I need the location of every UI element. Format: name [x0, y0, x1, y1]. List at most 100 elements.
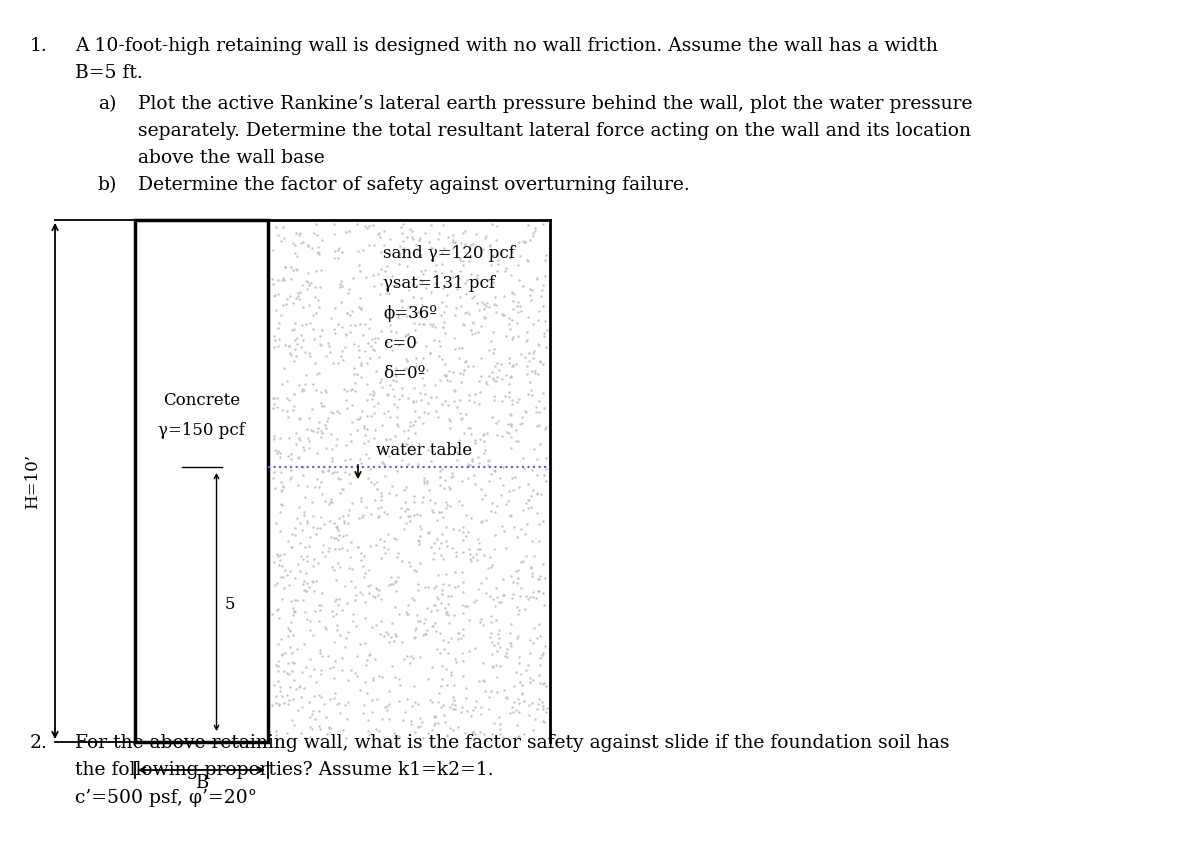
- Point: [359, 337, 378, 351]
- Point: [446, 698, 466, 711]
- Point: [341, 434, 360, 448]
- Point: [502, 332, 521, 345]
- Point: [394, 218, 413, 231]
- Point: [520, 698, 539, 711]
- Point: [457, 681, 476, 695]
- Point: [404, 630, 424, 644]
- Point: [359, 578, 378, 592]
- Point: [330, 706, 349, 720]
- Point: [356, 447, 376, 461]
- Point: [354, 706, 373, 720]
- Point: [527, 631, 546, 644]
- Point: [481, 630, 500, 644]
- Point: [378, 506, 397, 520]
- Point: [283, 403, 302, 417]
- Point: [445, 703, 464, 716]
- Point: [514, 554, 533, 567]
- Point: [349, 244, 368, 258]
- Point: [504, 294, 523, 308]
- Point: [359, 564, 378, 578]
- Point: [317, 622, 336, 636]
- Point: [398, 502, 418, 516]
- Point: [472, 700, 491, 714]
- Point: [374, 629, 394, 643]
- Point: [323, 356, 342, 369]
- Point: [278, 698, 298, 711]
- Point: [330, 280, 349, 294]
- Point: [510, 392, 529, 405]
- Point: [517, 334, 536, 348]
- Point: [372, 278, 391, 291]
- Point: [426, 710, 445, 723]
- Point: [425, 598, 444, 612]
- Point: [520, 672, 539, 686]
- Point: [338, 224, 358, 237]
- Point: [527, 488, 546, 501]
- Point: [410, 264, 430, 278]
- Point: [490, 717, 509, 731]
- Point: [500, 322, 520, 336]
- Point: [270, 554, 289, 567]
- Point: [269, 659, 288, 673]
- Point: [534, 329, 553, 343]
- Point: [509, 259, 528, 273]
- Point: [320, 530, 340, 543]
- Point: [529, 584, 548, 598]
- Point: [312, 510, 331, 524]
- Point: [384, 726, 403, 740]
- Point: [415, 613, 434, 626]
- Point: [517, 253, 536, 267]
- Point: [338, 307, 358, 321]
- Point: [288, 451, 307, 464]
- Point: [352, 456, 371, 470]
- Point: [361, 506, 380, 520]
- Point: [396, 352, 415, 366]
- Point: [469, 450, 488, 464]
- Point: [510, 417, 529, 431]
- Point: [490, 596, 509, 609]
- Point: [286, 246, 305, 260]
- Point: [505, 732, 524, 746]
- Point: [318, 464, 337, 478]
- Point: [493, 588, 512, 602]
- Point: [355, 611, 374, 625]
- Point: [475, 311, 494, 325]
- Point: [432, 673, 451, 686]
- Point: [307, 521, 326, 535]
- Point: [454, 654, 473, 668]
- Point: [270, 697, 289, 710]
- Point: [421, 454, 440, 468]
- Point: [284, 605, 304, 619]
- Point: [278, 411, 298, 424]
- Point: [535, 314, 554, 327]
- Point: [509, 235, 528, 249]
- Point: [284, 399, 304, 413]
- Point: [378, 699, 397, 713]
- Point: [325, 516, 344, 530]
- Point: [398, 299, 418, 313]
- Point: [326, 438, 346, 452]
- Point: [404, 564, 424, 578]
- Point: [454, 545, 473, 559]
- Point: [530, 569, 550, 583]
- Point: [365, 493, 384, 506]
- Point: [306, 574, 325, 588]
- Point: [282, 452, 301, 466]
- Point: [335, 340, 354, 354]
- Point: [440, 482, 460, 496]
- Point: [360, 649, 379, 662]
- Point: [352, 358, 371, 372]
- Point: [332, 663, 352, 677]
- Point: [328, 471, 347, 485]
- Point: [502, 700, 521, 714]
- Point: [444, 691, 463, 704]
- Point: [280, 471, 299, 485]
- Point: [304, 704, 323, 718]
- Point: [509, 296, 528, 309]
- Point: [497, 329, 516, 343]
- Point: [272, 647, 292, 661]
- Point: [433, 321, 452, 334]
- Point: [467, 593, 486, 607]
- Point: [510, 603, 529, 617]
- Point: [328, 432, 347, 446]
